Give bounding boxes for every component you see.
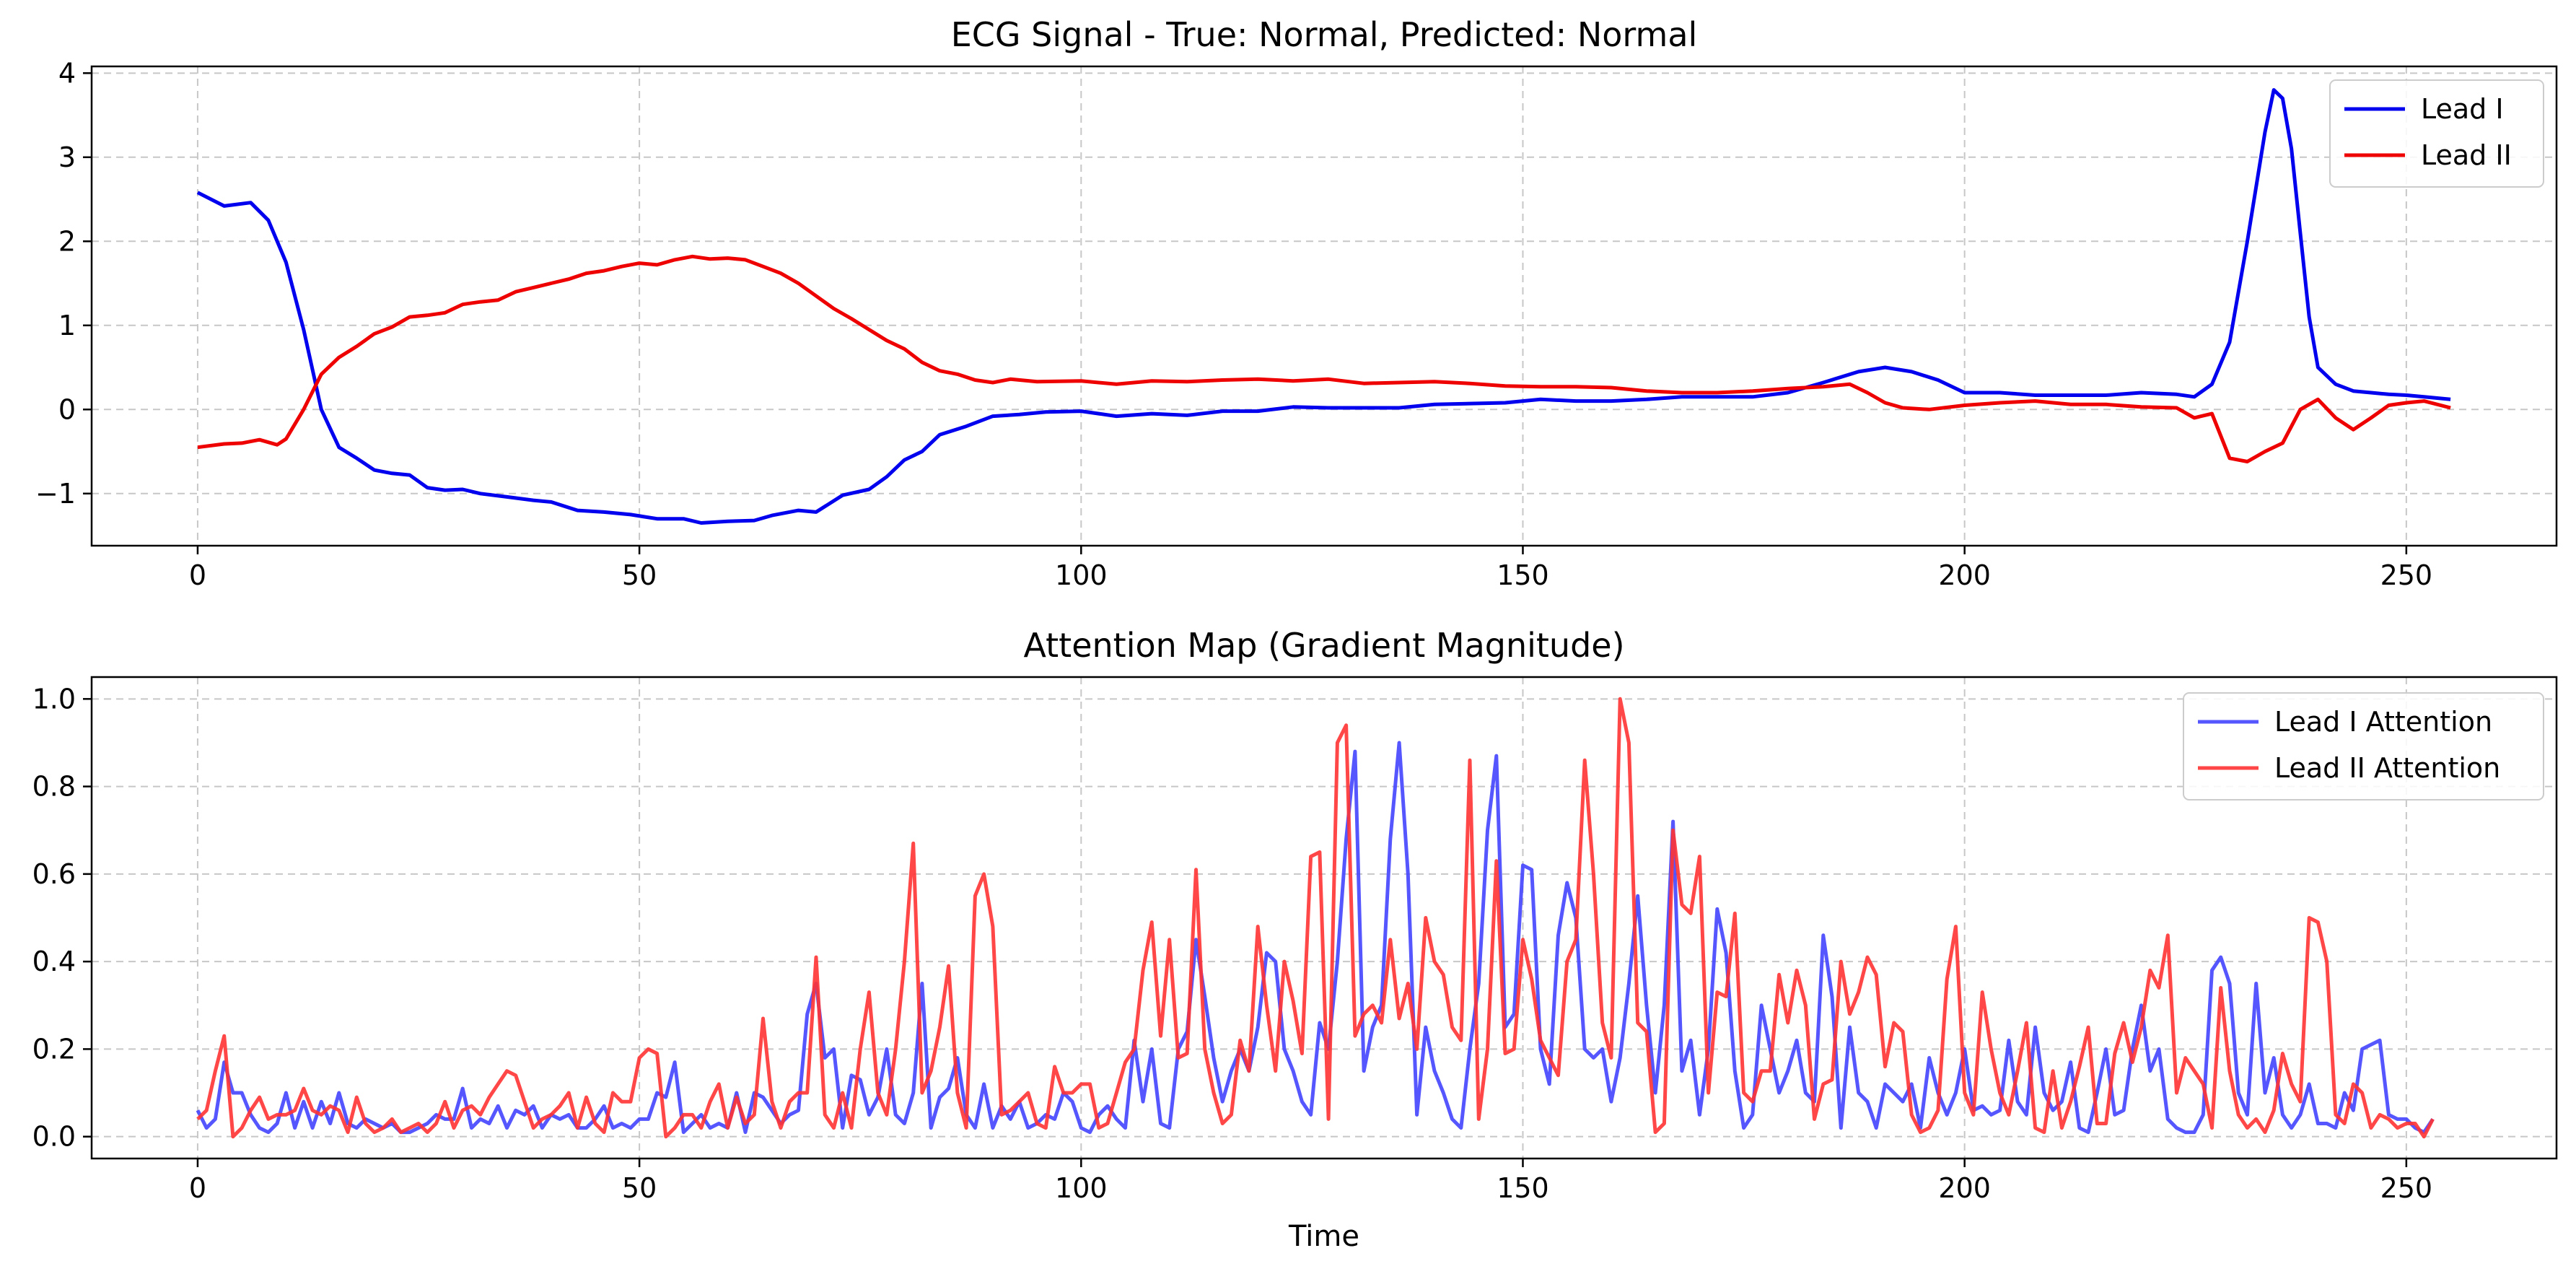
x-tick-label: 250 xyxy=(2380,559,2433,591)
y-tick-label: 4 xyxy=(58,57,76,89)
legend-label: Lead II Attention xyxy=(2274,752,2500,784)
ecg-signal-panel: 0 50 100 150 200 250 −1 0 1 2 3 4 ECG Signal - True:… xyxy=(35,15,2558,591)
y-tick-label: 0.6 xyxy=(32,858,76,890)
series-line-1 xyxy=(196,88,2451,525)
y-tick-label: −1 xyxy=(35,478,76,510)
x-tick-label: 50 xyxy=(622,559,657,591)
legend: Lead I Lead II xyxy=(2329,79,2544,188)
y-tick-label: 0 xyxy=(58,393,76,425)
x-axis-label: Time xyxy=(1288,1220,1359,1253)
x-tick-label: 0 xyxy=(189,559,206,591)
axes-frame xyxy=(90,676,2558,1160)
chart-title: ECG Signal - True: Normal, Predicted: No… xyxy=(951,15,1698,54)
y-tick-label: 1.0 xyxy=(32,683,76,715)
y-tick-label: 2 xyxy=(58,225,76,257)
legend-box xyxy=(2183,692,2544,800)
series-line-2 xyxy=(196,697,2435,1139)
legend: Lead I Attention Lead II Attention xyxy=(2183,692,2544,800)
y-tick-label: 3 xyxy=(58,141,76,173)
legend-box xyxy=(2329,79,2544,188)
x-tick-label: 150 xyxy=(1497,1172,1549,1204)
x-tick-label: 250 xyxy=(2380,1172,2433,1204)
y-tick-label: 0.2 xyxy=(32,1033,76,1065)
axes-frame xyxy=(90,65,2558,547)
y-tick-label: 0.8 xyxy=(32,771,76,803)
y-tick-label: 1 xyxy=(58,310,76,341)
y-tick-label: 0.0 xyxy=(32,1121,76,1153)
x-tick-label: 200 xyxy=(1938,1172,1991,1204)
legend-label: Lead I Attention xyxy=(2274,706,2492,738)
series-line-1 xyxy=(196,741,2435,1135)
x-tick-label: 150 xyxy=(1497,559,1549,591)
x-tick-label: 200 xyxy=(1938,559,1991,591)
legend-label: Lead I xyxy=(2421,93,2504,125)
series-line-2 xyxy=(197,254,2451,463)
attention-map-panel: 0 50 100 150 200 250 0.0 0.2 0.4 0.6 0.8 1.0 Attenti… xyxy=(32,626,2558,1253)
legend-label: Lead II xyxy=(2421,139,2512,171)
x-tick-label: 100 xyxy=(1055,1172,1108,1204)
y-tick-label: 0.4 xyxy=(32,946,76,977)
x-tick-label: 100 xyxy=(1055,559,1108,591)
x-tick-label: 50 xyxy=(622,1172,657,1204)
x-tick-label: 0 xyxy=(189,1172,206,1204)
chart-title: Attention Map (Gradient Magnitude) xyxy=(1023,626,1624,665)
